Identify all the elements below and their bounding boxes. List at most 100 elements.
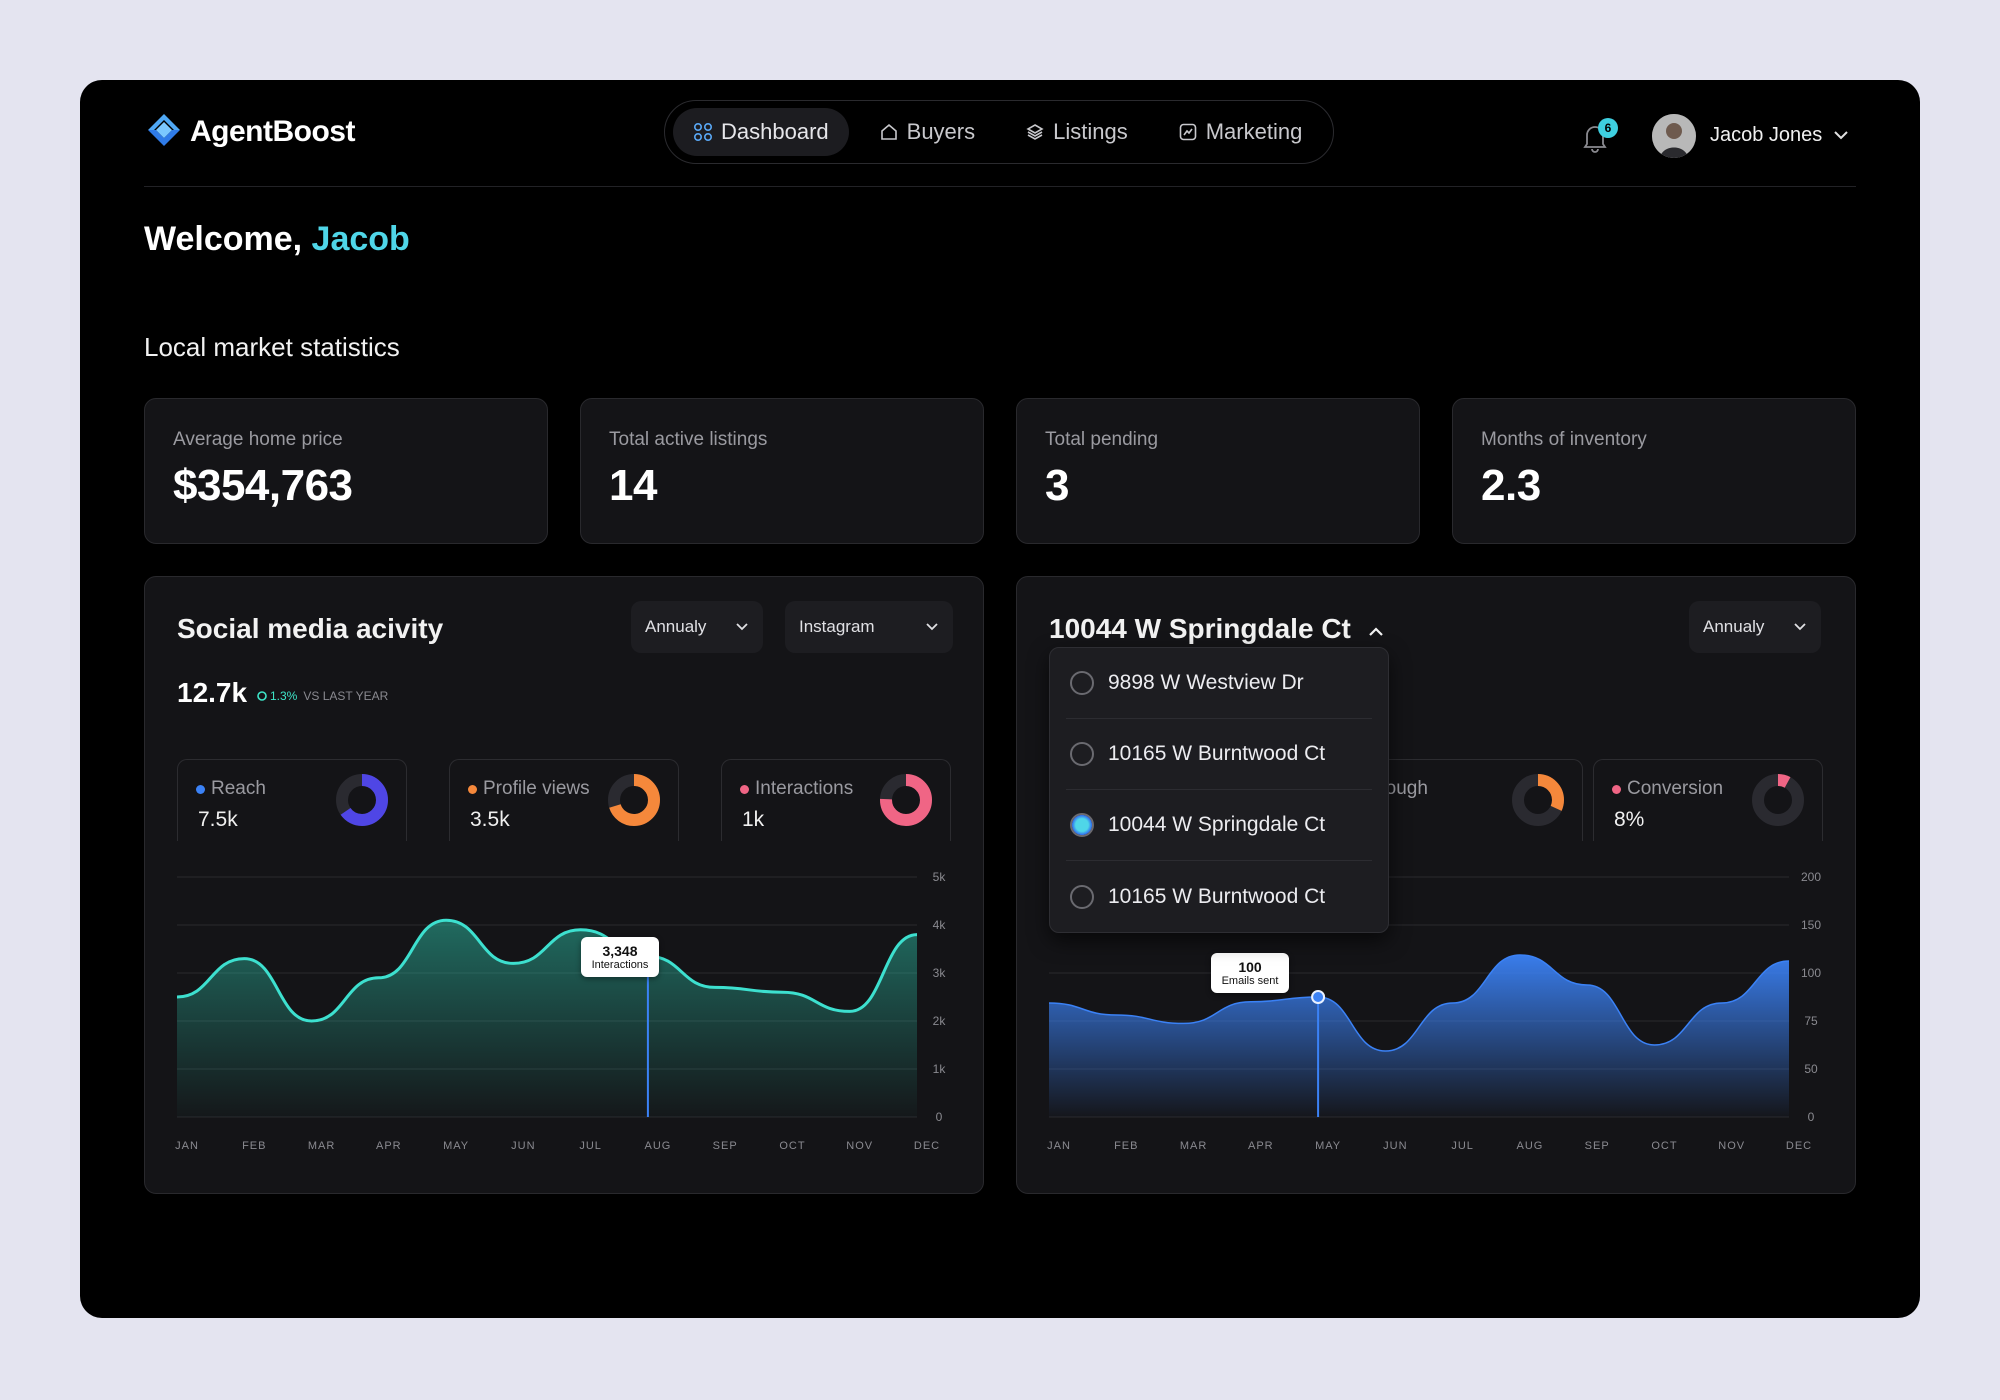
x-tick-label: NOV: [846, 1140, 873, 1152]
radio-button[interactable]: [1070, 742, 1094, 766]
x-tick-label: AUG: [1516, 1140, 1543, 1152]
property-select-title[interactable]: 10044 W Springdale Ct: [1049, 613, 1385, 645]
conversion-donut: [1752, 774, 1804, 826]
chevron-down-icon[interactable]: [1832, 128, 1850, 142]
metric-label: Interactions: [740, 778, 853, 800]
x-tick-label: JUN: [511, 1140, 535, 1152]
x-tick-label: MAY: [443, 1140, 469, 1152]
x-tick-label: MAY: [1315, 1140, 1341, 1152]
property-chart: 0 50 75 100 150 200 JAN FEB MAR APR MAY JUN JUL AUG SE…: [1047, 870, 1821, 1152]
y-tick-label: 0: [936, 1110, 943, 1124]
area-fill: [1049, 955, 1789, 1117]
y-tick-label: 3k: [933, 966, 947, 980]
dropdown-option[interactable]: 9898 W Westview Dr: [1066, 648, 1372, 719]
metric-value: 3.5k: [470, 808, 510, 831]
period-select[interactable]: Annualy: [1689, 601, 1821, 653]
x-tick-label: OCT: [1651, 1140, 1677, 1152]
user-name[interactable]: Jacob Jones: [1710, 124, 1823, 146]
reach-donut: [336, 774, 388, 826]
header-divider: [144, 186, 1856, 187]
select-value: Annualy: [1703, 617, 1765, 636]
x-tick-label: OCT: [779, 1140, 805, 1152]
x-tick-label: FEB: [1114, 1140, 1138, 1152]
stat-value: 2.3: [1481, 461, 1541, 510]
interactions-donut: [880, 774, 932, 826]
legend-dot: [196, 784, 205, 794]
tooltip-value: 100: [1238, 959, 1262, 975]
main-nav: Dashboard Buyers Listings Marketing: [664, 100, 1334, 164]
x-tick-label: FEB: [242, 1140, 266, 1152]
metric-label-text: Profile views: [483, 778, 590, 799]
chevron-down-icon: [736, 623, 748, 631]
stat-value: $354,763: [173, 461, 353, 510]
metric-conversion[interactable]: Conversion 8%: [1593, 759, 1823, 841]
stat-label: Total pending: [1045, 429, 1159, 450]
dropdown-option[interactable]: 10165 W Burntwood Ct: [1066, 861, 1372, 932]
grid-icon: [693, 122, 713, 142]
chart-tooltip: 100 Emails sent: [1211, 953, 1289, 993]
option-label: 10165 W Burntwood Ct: [1108, 884, 1326, 908]
tooltip-value: 3,348: [602, 943, 638, 959]
chart-up-icon: [1179, 123, 1197, 141]
social-chart: 0 1k 2k 3k 4k 5k JAN FEB MAR APR MAY JUN JUL AUG SEP OC…: [175, 870, 947, 1152]
nav-marketing[interactable]: Marketing: [1158, 108, 1323, 156]
metric-profile-views[interactable]: Profile views 3.5k: [449, 759, 679, 841]
nav-buyers[interactable]: Buyers: [859, 108, 995, 156]
radio-button-selected[interactable]: [1070, 813, 1094, 837]
series-line: [176, 918, 918, 1023]
section-title: Local market statistics: [144, 332, 400, 362]
y-tick-label: 2k: [933, 1014, 947, 1028]
metric-clickthrough[interactable]: kthrough: [1353, 759, 1583, 841]
y-tick-label: 1k: [933, 1062, 947, 1076]
radio-button[interactable]: [1070, 884, 1094, 909]
metric-label-text: Interactions: [755, 778, 854, 799]
profile-views-donut: [608, 774, 660, 826]
layers-icon: [1026, 124, 1044, 140]
x-tick-label: NOV: [1718, 1140, 1745, 1152]
y-tick-label: 50: [1804, 1062, 1818, 1076]
logo-icon: [148, 114, 180, 146]
tooltip-label: Emails sent: [1221, 975, 1279, 987]
chevron-down-icon: [1794, 623, 1806, 631]
welcome-prefix: Welcome,: [144, 220, 312, 258]
y-tick-label: 4k: [933, 918, 947, 932]
chart-tooltip: 3,348 Interactions: [581, 937, 659, 977]
period-select[interactable]: Annualy: [631, 601, 763, 653]
nav-listings[interactable]: Listings: [1005, 108, 1148, 156]
dropdown-option[interactable]: 10044 W Springdale Ct: [1066, 790, 1372, 861]
x-tick-label: DEC: [1786, 1140, 1812, 1152]
x-tick-label: SEP: [713, 1140, 738, 1152]
y-tick-label: 5k: [933, 870, 947, 884]
avatar[interactable]: [1652, 114, 1696, 158]
nav-dashboard[interactable]: Dashboard: [673, 108, 849, 156]
metric-value: 7.5k: [198, 808, 238, 831]
metric-label: Reach: [196, 778, 266, 800]
chevron-up-icon: [1368, 627, 1383, 636]
x-tick-label: MAR: [308, 1140, 335, 1152]
metric-reach[interactable]: Reach 7.5k: [177, 759, 407, 841]
option-label: 10165 W Burntwood Ct: [1108, 742, 1326, 765]
radio-button[interactable]: [1070, 671, 1094, 695]
nav-label: Dashboard: [721, 119, 829, 144]
legend-dot: [468, 784, 477, 794]
dropdown-option[interactable]: 10165 W Burntwood Ct: [1066, 719, 1372, 790]
property-dropdown-menu: 9898 W Westview Dr 10165 W Burntwood Ct …: [1049, 647, 1389, 933]
x-tick-label: JAN: [1047, 1140, 1071, 1152]
property-title: 10044 W Springdale Ct: [1049, 613, 1351, 644]
option-label: 10044 W Springdale Ct: [1108, 813, 1326, 836]
y-tick-label: 0: [1808, 1110, 1815, 1124]
y-tick-label: 75: [1804, 1014, 1818, 1028]
delta-badge: 1.3% VS LAST YEAR: [257, 689, 388, 703]
platform-select[interactable]: Instagram: [785, 601, 953, 653]
option-label: 9898 W Westview Dr: [1108, 671, 1304, 694]
brand-logo[interactable]: AgentBoost: [144, 112, 355, 152]
select-value: Instagram: [799, 617, 875, 636]
x-tick-label: MAR: [1180, 1140, 1207, 1152]
nav-label: Marketing: [1205, 119, 1303, 144]
home-icon: [880, 123, 897, 140]
metric-label-text: Conversion: [1627, 778, 1724, 799]
metric-interactions[interactable]: Interactions 1k: [721, 759, 951, 841]
stat-label: Total active listings: [609, 429, 768, 450]
stat-card-months-inventory: Months of inventory 2.3: [1452, 398, 1856, 544]
nav-label: Buyers: [906, 119, 976, 144]
